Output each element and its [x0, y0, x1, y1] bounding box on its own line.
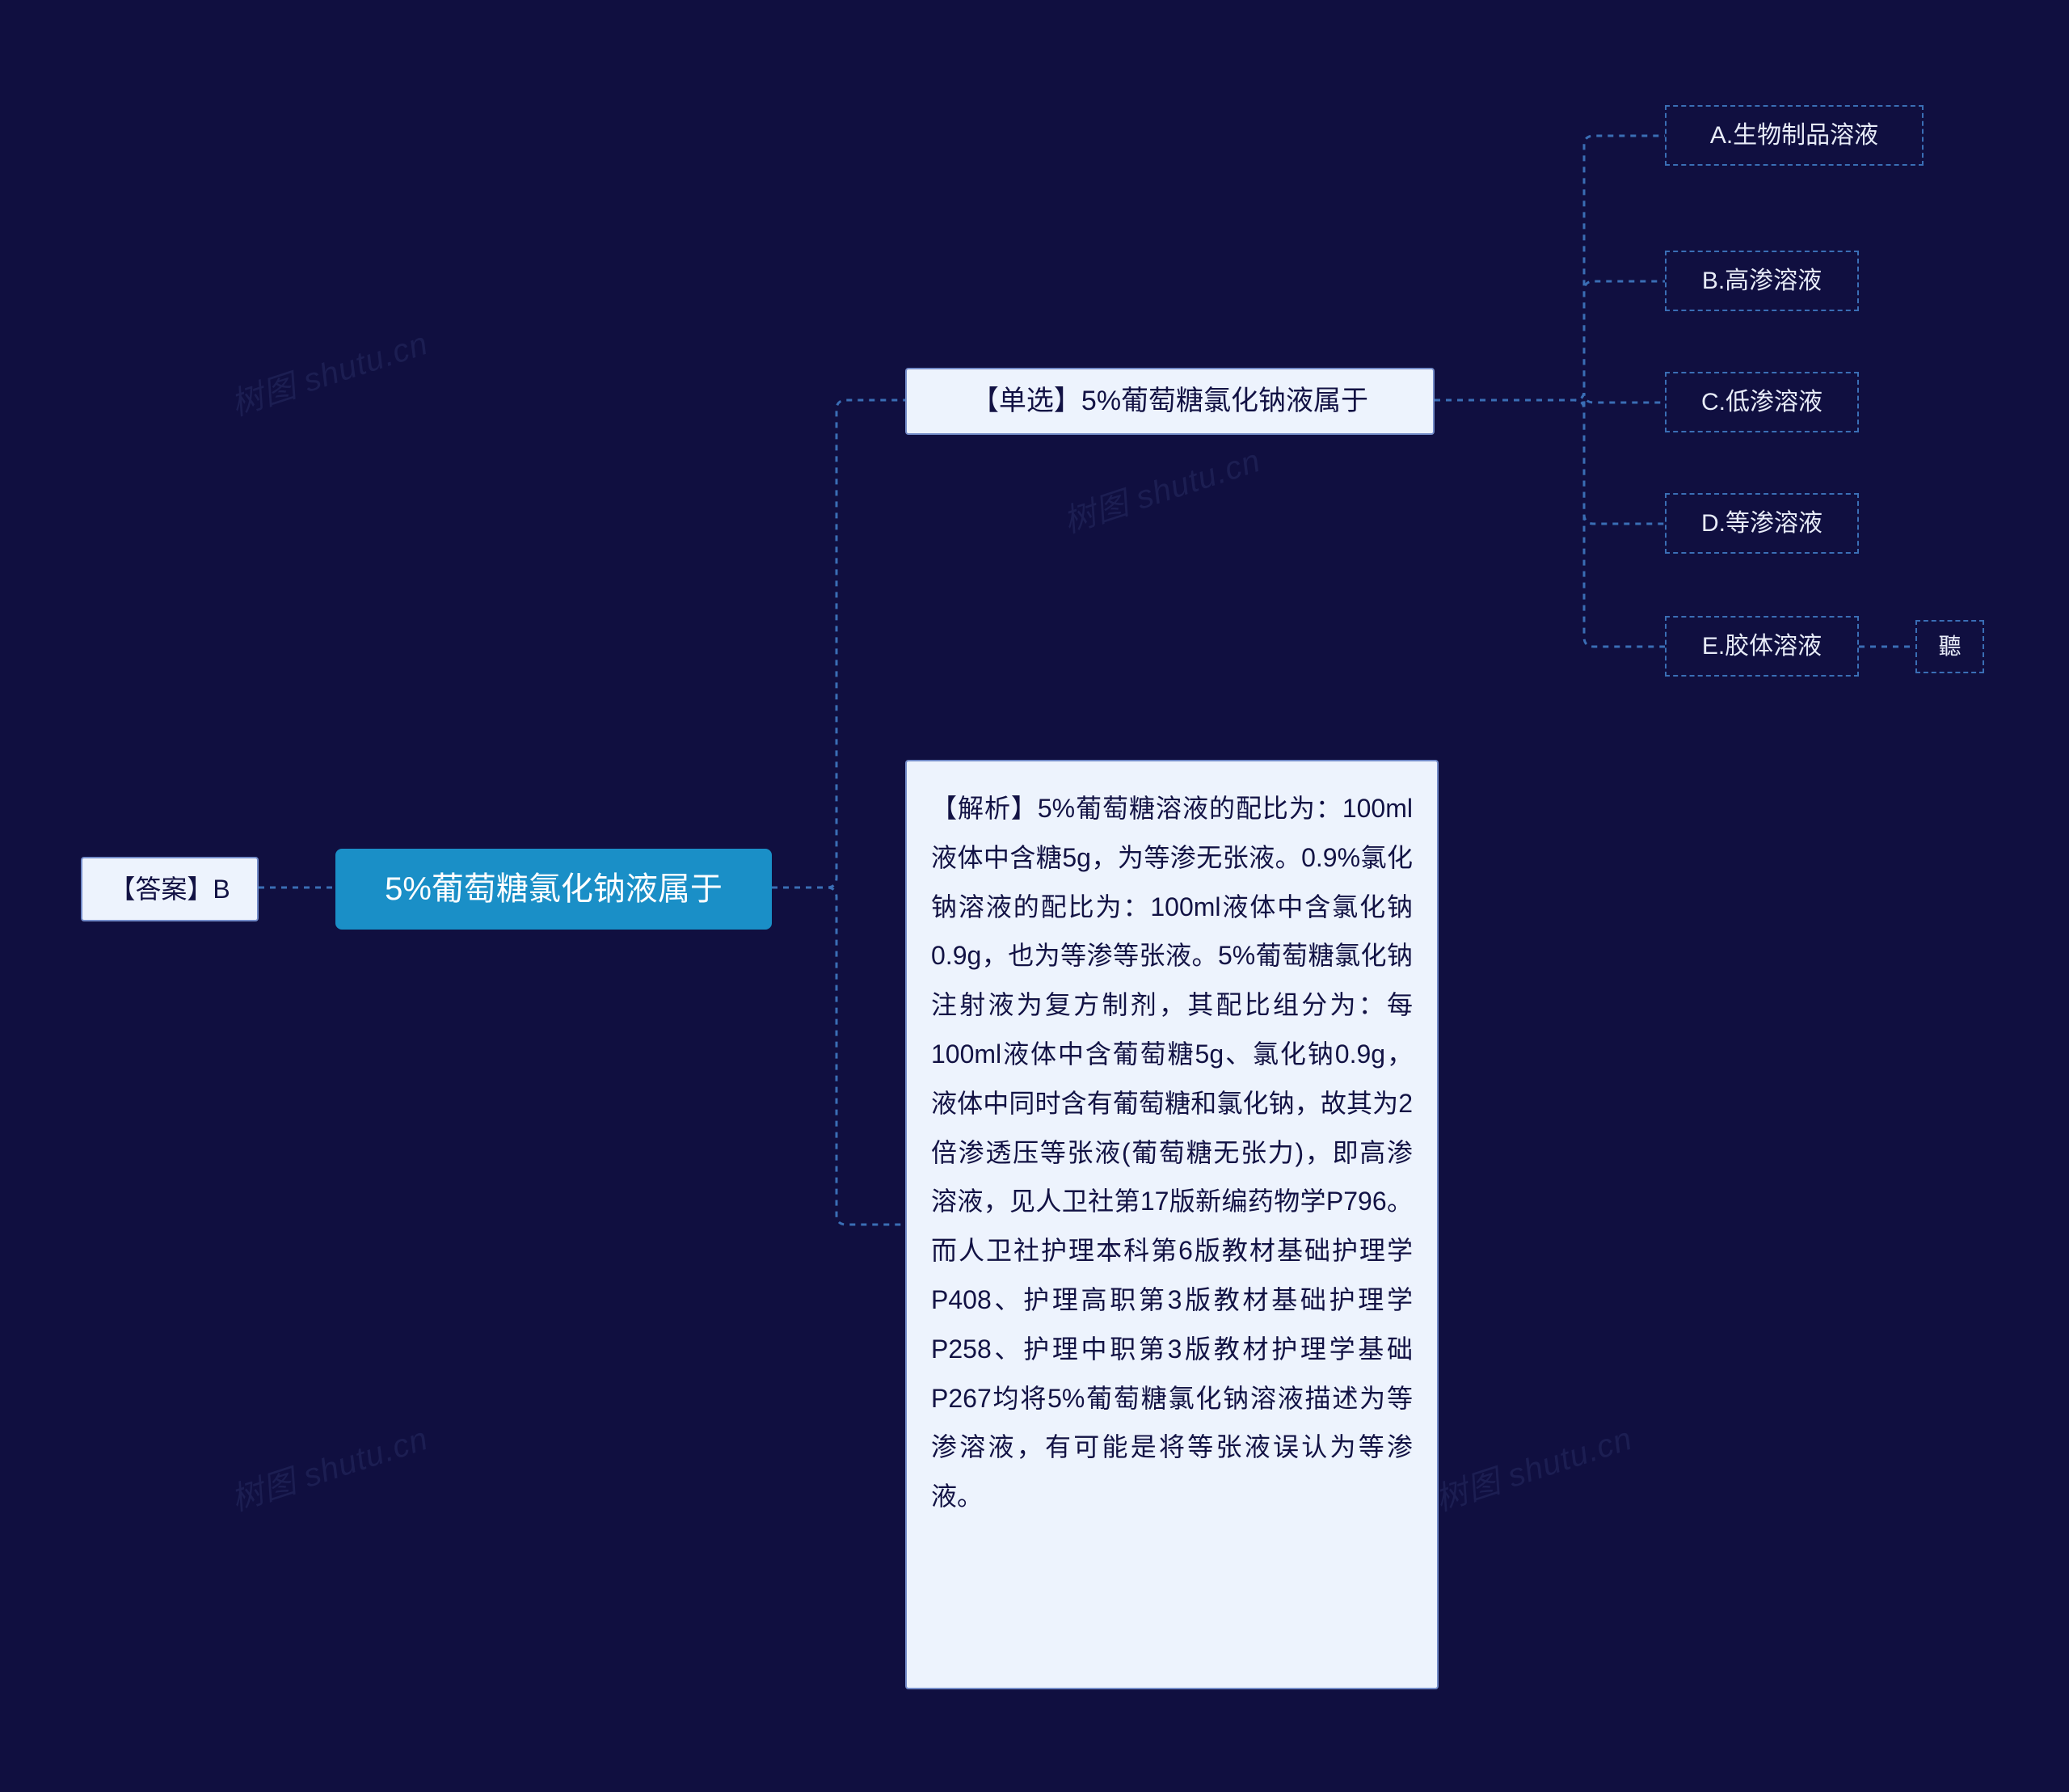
option-e-label: E.胶体溶液: [1702, 628, 1822, 664]
watermark-0: 树图 shutu.cn: [224, 317, 433, 424]
option-a-node[interactable]: A.生物制品溶液: [1665, 105, 1924, 166]
question-label: 【单选】5%葡萄糖氯化钠液属于: [971, 381, 1368, 422]
answer-label: 【答案】B: [109, 870, 230, 909]
root-node[interactable]: 5%葡萄糖氯化钠液属于: [335, 849, 772, 930]
analysis-node[interactable]: 【解析】5%葡萄糖溶液的配比为：100ml液体中含糖5g，为等渗无张液。0.9%…: [905, 760, 1439, 1689]
watermark-1: 树图 shutu.cn: [224, 1412, 433, 1520]
root-label: 5%葡萄糖氯化钠液属于: [385, 865, 723, 913]
watermark-2: 树图 shutu.cn: [1056, 434, 1266, 542]
option-c-label: C.低渗溶液: [1701, 384, 1822, 420]
analysis-text: 【解析】5%葡萄糖溶液的配比为：100ml液体中含糖5g，为等渗无张液。0.9%…: [931, 794, 1413, 1511]
question-node[interactable]: 【单选】5%葡萄糖氯化钠液属于: [905, 368, 1435, 435]
option-b-node[interactable]: B.高渗溶液: [1665, 251, 1859, 311]
option-d-label: D.等渗溶液: [1701, 505, 1822, 542]
option-e-node[interactable]: E.胶体溶液: [1665, 616, 1859, 677]
option-b-label: B.高渗溶液: [1702, 263, 1822, 299]
option-d-node[interactable]: D.等渗溶液: [1665, 493, 1859, 554]
watermark-3: 树图 shutu.cn: [1428, 1412, 1637, 1520]
option-e-child-node[interactable]: 聽: [1915, 620, 1984, 673]
option-a-label: A.生物制品溶液: [1710, 117, 1878, 154]
answer-node[interactable]: 【答案】B: [81, 857, 259, 921]
option-e-child-label: 聽: [1938, 630, 1961, 664]
option-c-node[interactable]: C.低渗溶液: [1665, 372, 1859, 432]
mindmap-canvas: 树图 shutu.cn 树图 shutu.cn 树图 shutu.cn 树图 shut…: [0, 0, 2069, 1792]
